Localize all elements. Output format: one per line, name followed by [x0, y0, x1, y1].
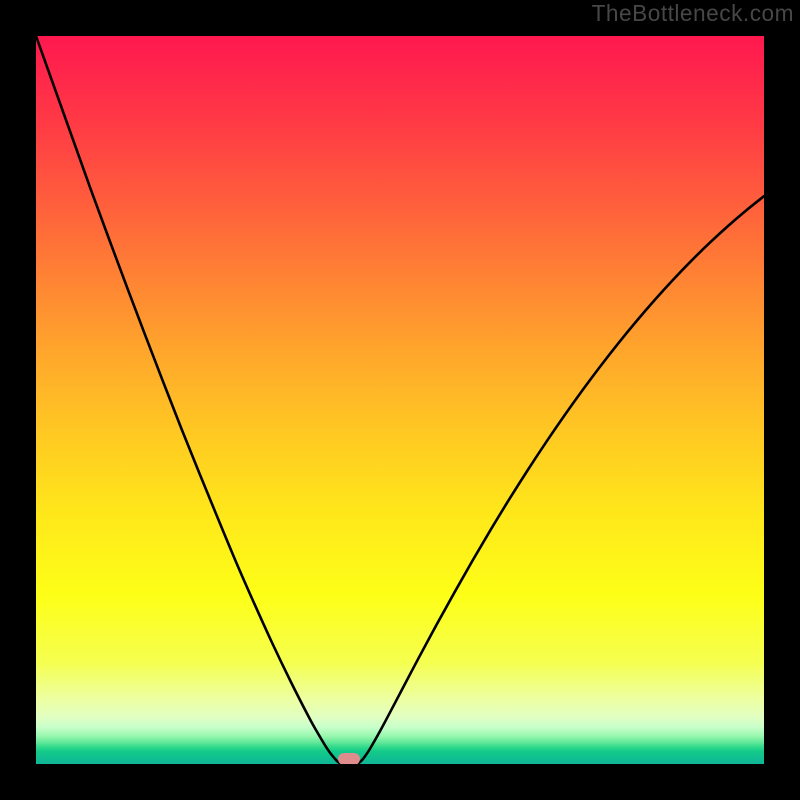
- bottleneck-chart: TheBottleneck.com: [0, 0, 800, 800]
- attribution-label: TheBottleneck.com: [592, 0, 794, 27]
- performance-gradient-background: [36, 36, 764, 764]
